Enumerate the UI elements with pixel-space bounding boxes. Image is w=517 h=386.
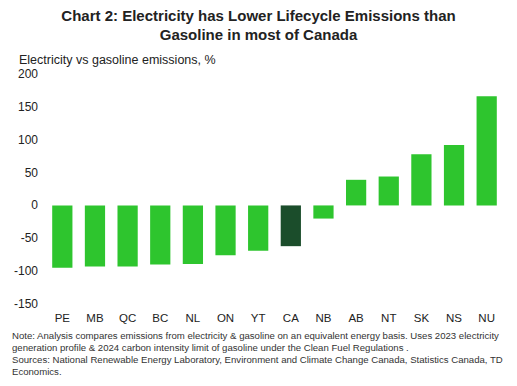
html-text:Note: Analysis compares emissi: Note: Analysis compares emissions from e… bbox=[12, 330, 499, 353]
svg-text:100: 100 bbox=[18, 133, 38, 147]
html-text:Chart 2: Electricity has Lower: Chart 2: Electricity has Lower Lifecycle… bbox=[61, 7, 456, 43]
svg-text:50: 50 bbox=[25, 166, 39, 180]
svg-text:NL: NL bbox=[186, 312, 201, 324]
svg-text:-50: -50 bbox=[21, 231, 39, 245]
svg-text:NS: NS bbox=[446, 312, 462, 324]
svg-text:PE: PE bbox=[55, 312, 71, 324]
svg-text:-100: -100 bbox=[14, 264, 38, 278]
svg-text:NT: NT bbox=[381, 312, 396, 324]
svg-text:AB: AB bbox=[348, 312, 364, 324]
svg-text:SK: SK bbox=[414, 312, 430, 324]
svg-text:YT: YT bbox=[251, 312, 266, 324]
svg-text:BC: BC bbox=[152, 312, 168, 324]
svg-text:NB: NB bbox=[315, 312, 331, 324]
svg-text:0: 0 bbox=[31, 198, 38, 212]
svg-text:NU: NU bbox=[478, 312, 495, 324]
svg-text:QC: QC bbox=[119, 312, 136, 324]
svg-text:ON: ON bbox=[217, 312, 234, 324]
svg-text:CA: CA bbox=[283, 312, 299, 324]
svg-text:150: 150 bbox=[18, 100, 38, 114]
svg-text:200: 200 bbox=[18, 67, 38, 81]
html-text:Sources: National Renewable En: Sources: National Renewable Energy Labor… bbox=[12, 354, 503, 377]
svg-text:Electricity vs gasoline emissi: Electricity vs gasoline emissions, % bbox=[19, 53, 216, 67]
svg-text:-150: -150 bbox=[14, 297, 38, 311]
svg-text:MB: MB bbox=[86, 312, 104, 324]
